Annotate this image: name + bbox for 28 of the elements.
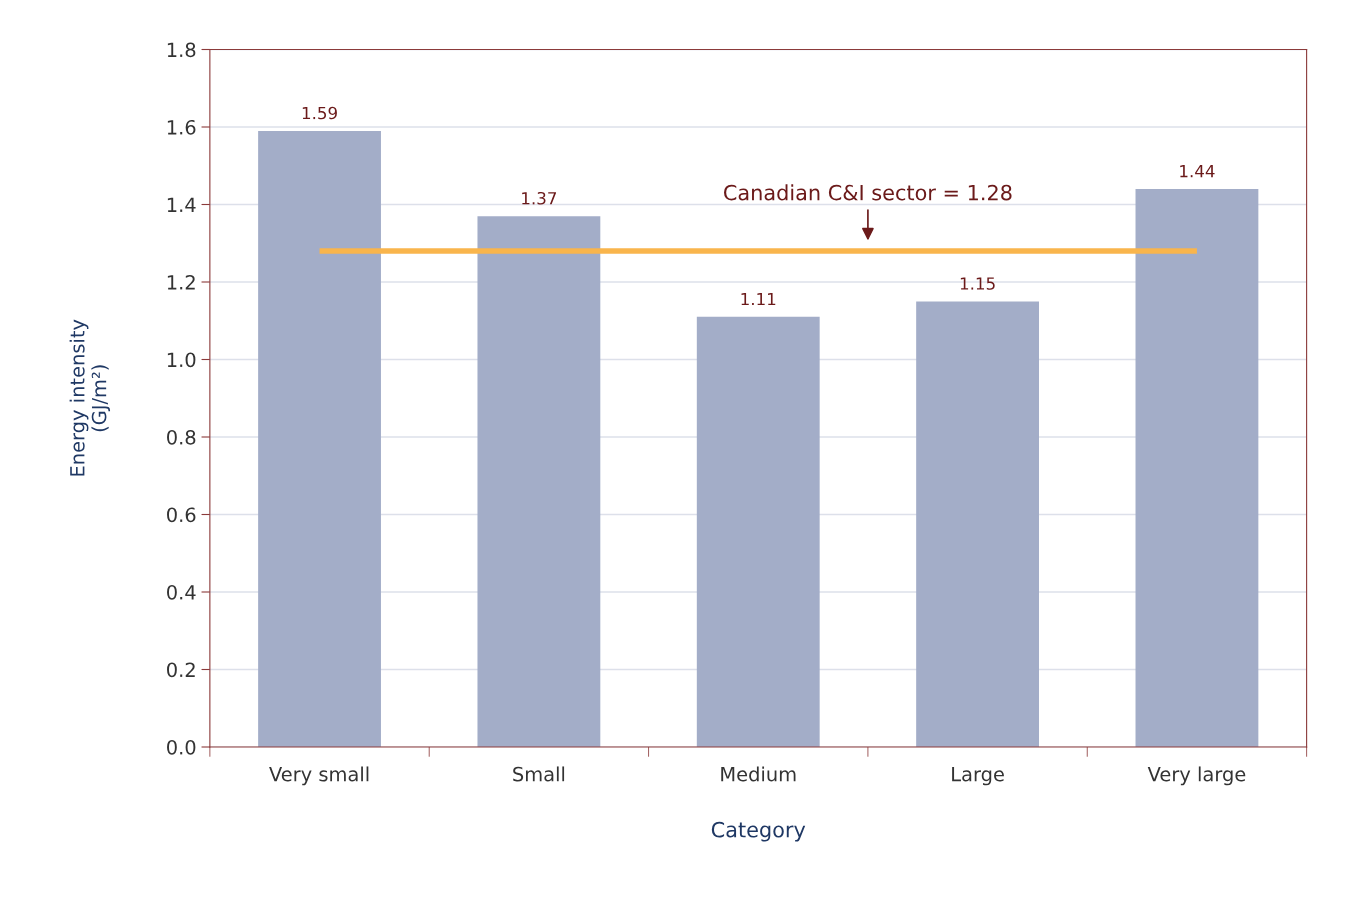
x-tick-label: Small	[513, 766, 565, 782]
bar	[916, 301, 1040, 747]
bar	[258, 130, 381, 747]
y-tick-label: 1.4	[167, 197, 196, 212]
y-tick-label: 0.0	[167, 739, 196, 755]
y-tick-label: 1.6	[167, 119, 196, 135]
y-tick-label: 0.8	[167, 429, 196, 445]
data-label: 1.15	[960, 277, 995, 290]
y-tick-label: 0.4	[167, 584, 196, 600]
bar	[1135, 189, 1259, 747]
data-label: 1.44	[1180, 165, 1215, 178]
y-tick-label: 0.2	[167, 662, 195, 678]
data-label: 1.11	[741, 292, 776, 306]
data-label: 1.37	[522, 191, 557, 205]
x-axis-title: Category	[711, 821, 806, 842]
x-tick-label: Medium	[721, 766, 796, 782]
x-tick-label: Very small	[269, 766, 369, 786]
y-axis-title: Energy intensity (GJ/m²)	[69, 319, 111, 476]
x-tick-label: Very large	[1147, 766, 1246, 786]
data-label: 1.59	[302, 106, 337, 120]
ref-line-label: Canadian C&I sector = 1.28	[724, 184, 1012, 201]
bar	[477, 216, 601, 747]
x-tick-label: Large	[952, 767, 1004, 786]
y-tick-label: 0.6	[167, 507, 196, 523]
y-tick-label: 1.8	[167, 42, 196, 58]
bar	[696, 316, 820, 747]
y-tick-label: 1.0	[167, 352, 196, 368]
y-tick-label: 1.2	[167, 274, 195, 290]
